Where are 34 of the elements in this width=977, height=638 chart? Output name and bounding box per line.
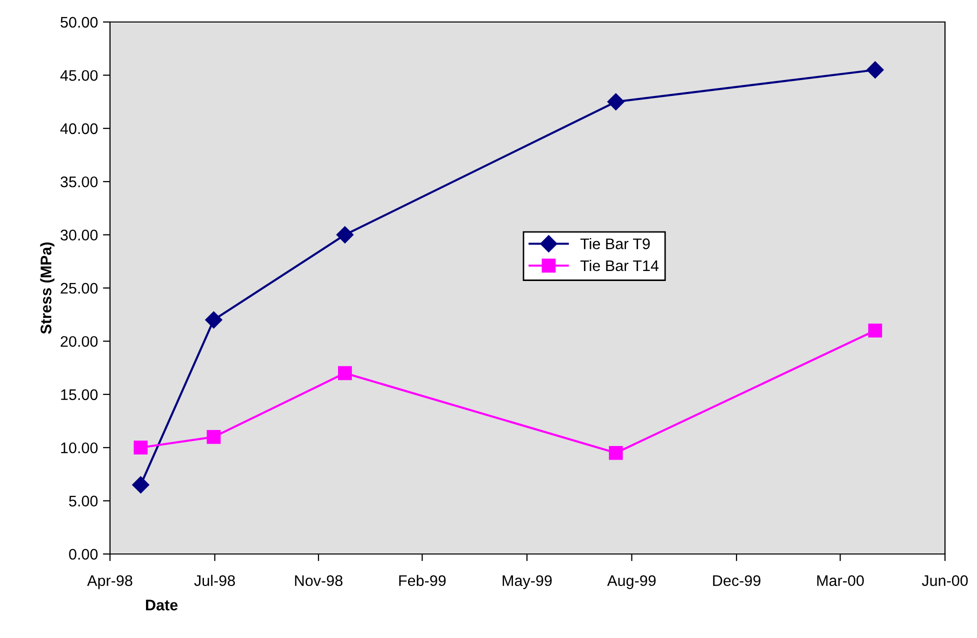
y-tick-label: 5.00 [69,496,98,506]
point [132,476,150,494]
x-tick-label: Feb-99 [399,574,446,586]
x-axis-title: Date [146,600,178,610]
x-tick-label: May-99 [502,575,552,590]
point [205,311,222,328]
y-tick-label: 20.00 [60,336,98,347]
y-tick-label: 30.00 [60,230,98,240]
point [608,446,623,460]
y-tick-label: 15.00 [61,389,98,400]
point [336,226,354,244]
y-tick-label: 35.00 [60,176,98,188]
point [866,61,884,78]
x-tick-label: Apr-98 [87,575,132,590]
y-tick-label: 0.00 [69,548,98,560]
x-tick-label: Mar-00 [817,575,864,586]
y-tick-label: 25.00 [60,282,98,294]
x-tick-label: Nov-98 [295,575,342,586]
x-tick-label: Jun-00 [922,575,968,586]
y-axis-title: Stress (MPa) [40,242,54,334]
y-tick-label: 45.00 [60,70,98,81]
point [206,430,221,444]
point [134,440,148,455]
legend-label: Tie Bar T14 [580,260,659,272]
legend-label: Tie Bar T9 [580,238,650,250]
x-tick-label: Dec-99 [713,575,760,586]
y-tick-label: 50.00 [60,16,98,28]
y-tick-label: 10.00 [61,442,98,454]
point [607,93,624,110]
x-tick-label: Jul-98 [194,574,235,586]
point [338,366,352,380]
x-tick-label: Aug-99 [607,575,656,590]
point [868,324,882,338]
y-tick-label: 40.00 [60,123,98,134]
